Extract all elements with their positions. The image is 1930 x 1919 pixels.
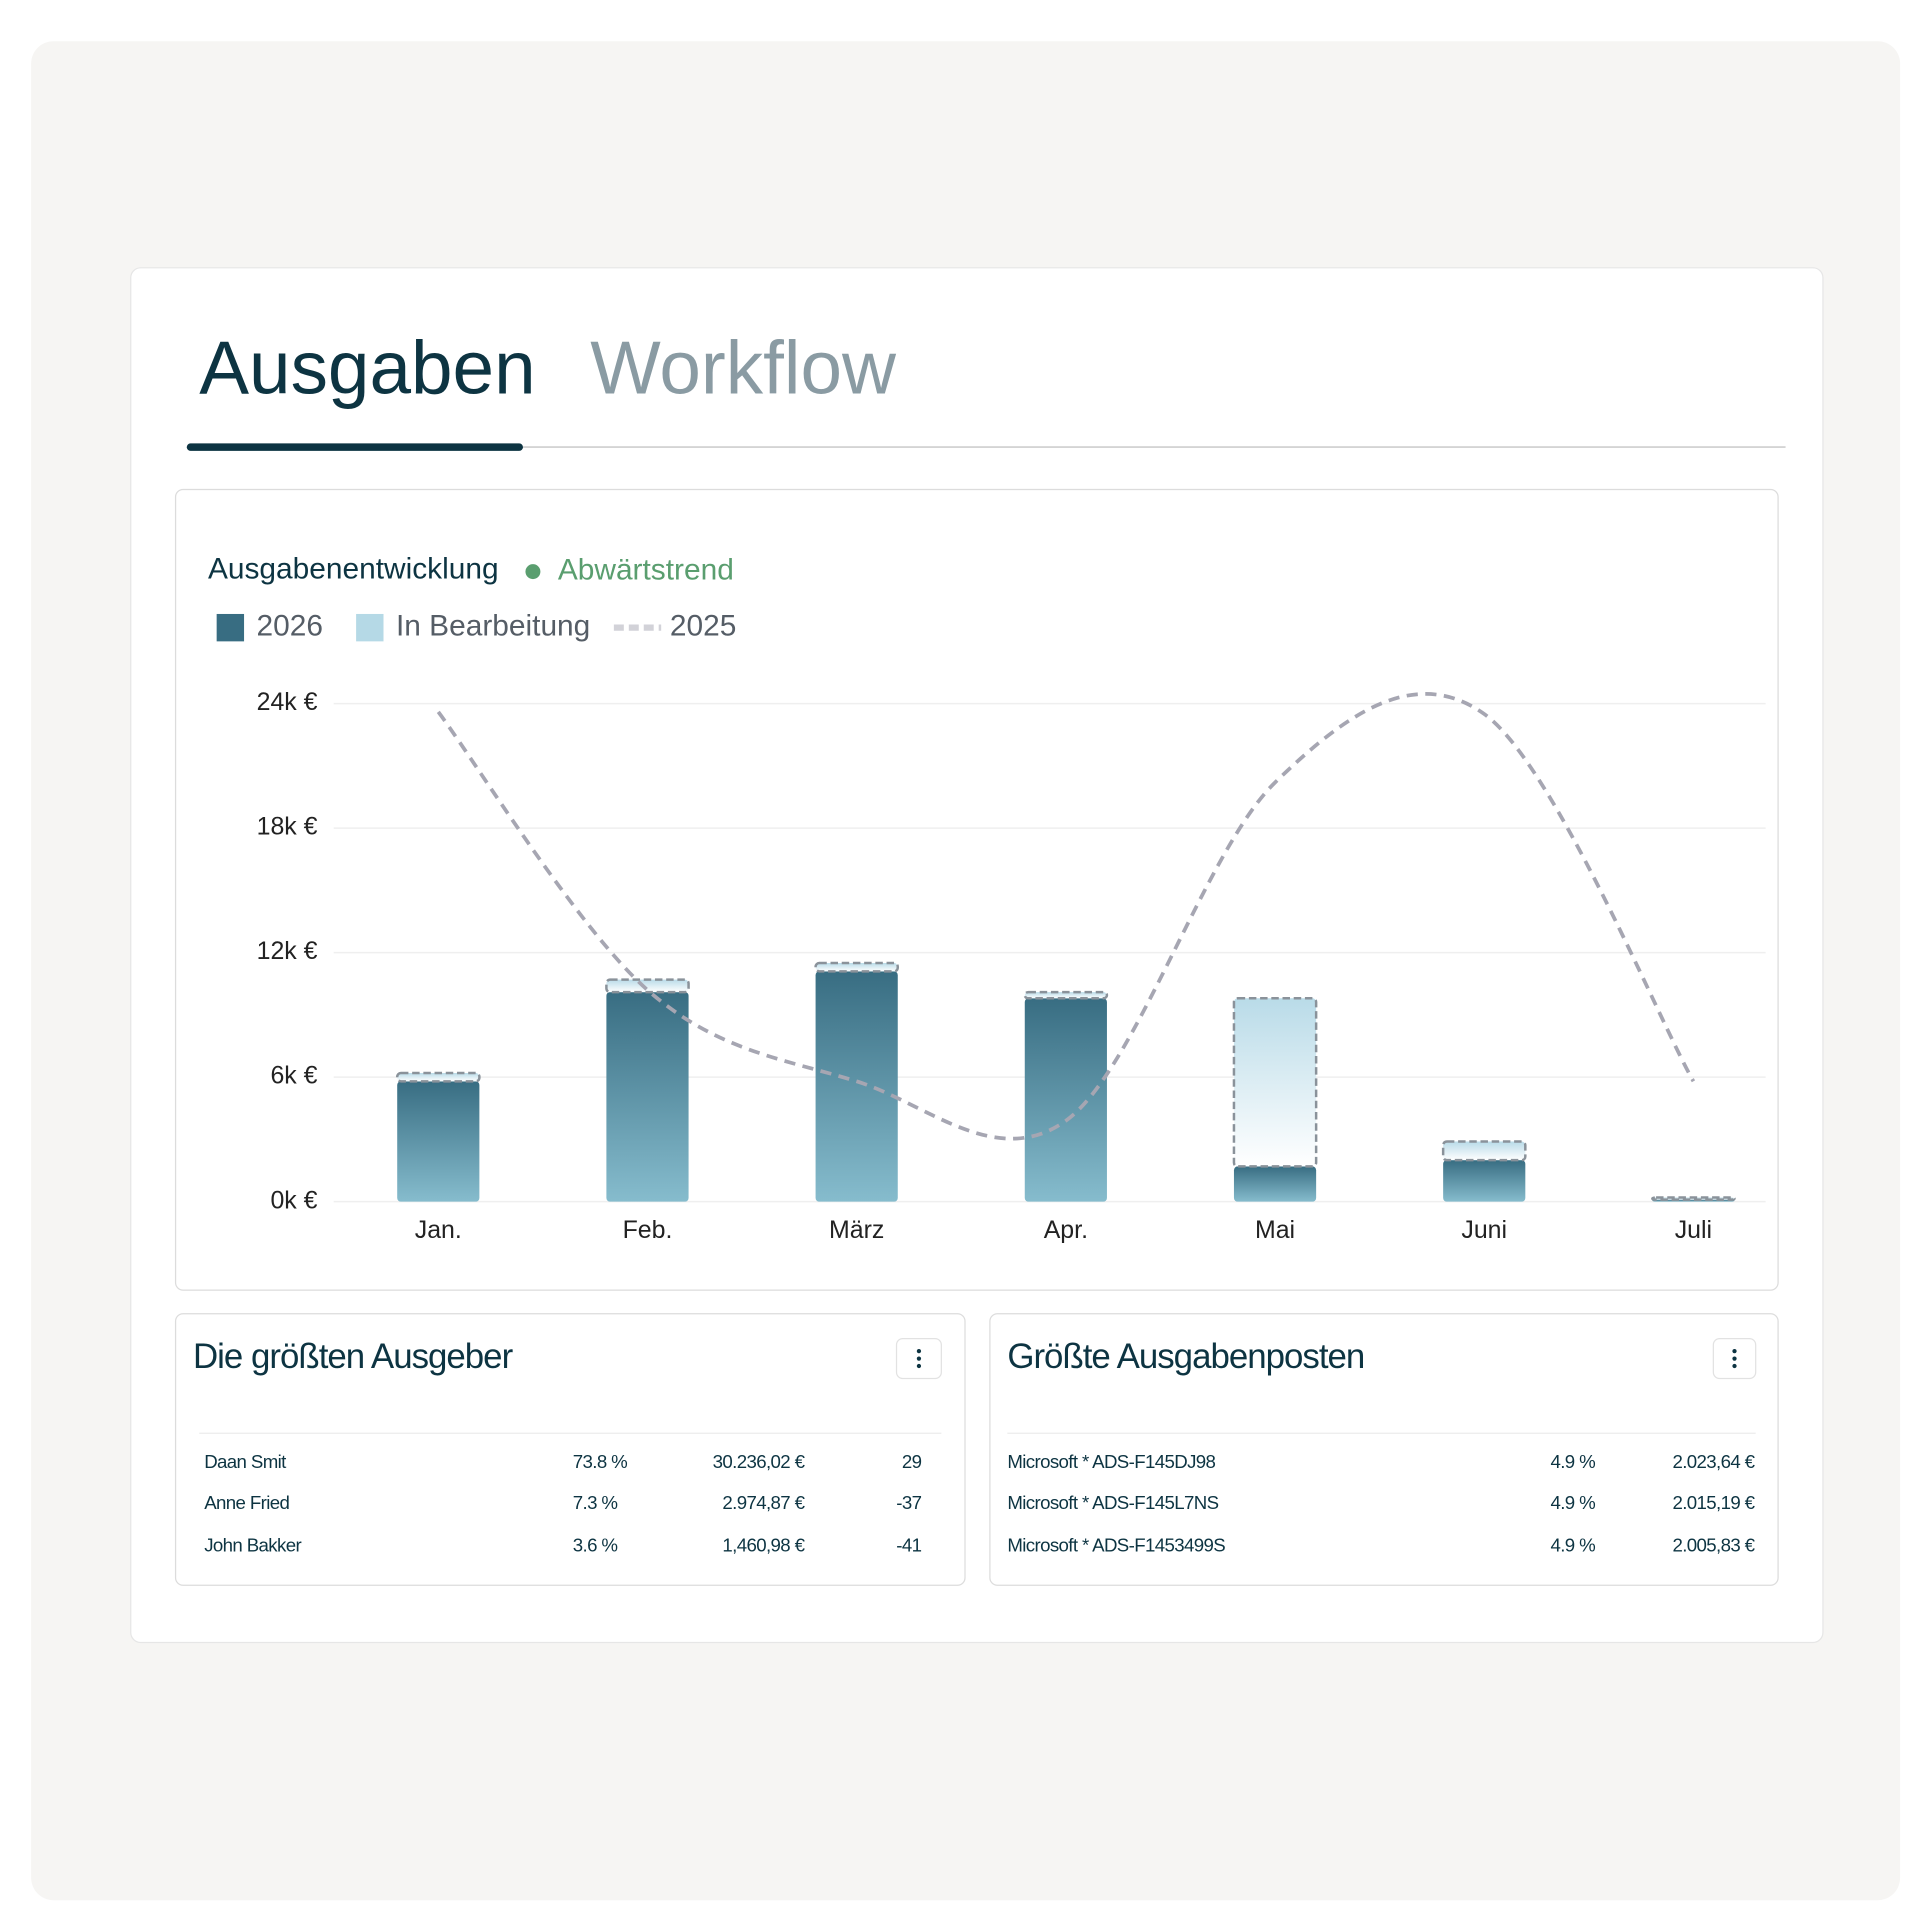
chart-panel — [174, 488, 1779, 1291]
cell: -41 — [896, 1535, 921, 1556]
panel — [989, 1313, 1779, 1586]
bar — [606, 992, 689, 1202]
bar — [1233, 1166, 1317, 1202]
cell: Daan Smit — [204, 1451, 287, 1472]
legend-label: In Bearbeitung — [396, 610, 590, 643]
cell: 30.236,02 € — [713, 1451, 806, 1472]
line-2025 — [436, 692, 1696, 1141]
cell: Microsoft * ADS-F145DJ98 — [1007, 1451, 1215, 1472]
cell: 1,460,98 € — [722, 1535, 805, 1556]
y-tick-label: 6k € — [270, 1062, 317, 1090]
bar-pending — [1023, 990, 1109, 1000]
cell: 4.9 % — [1550, 1535, 1595, 1556]
panel — [174, 1313, 966, 1586]
x-tick-label: Apr. — [1044, 1216, 1088, 1244]
cell: 4.9 % — [1550, 1492, 1595, 1513]
cell: Microsoft * ADS-F1453499S — [1007, 1535, 1225, 1556]
bar-pending — [1441, 1140, 1527, 1162]
cell: 2.015,19 € — [1672, 1492, 1755, 1513]
x-tick-label: März — [829, 1216, 884, 1244]
x-tick-label: Mai — [1255, 1216, 1295, 1244]
x-tick-label: Feb. — [623, 1216, 673, 1244]
bar — [1443, 1160, 1526, 1202]
x-tick-label: Juli — [1675, 1216, 1712, 1244]
bar-pending — [605, 978, 690, 994]
bar-pending — [814, 961, 900, 973]
bar — [1024, 998, 1107, 1202]
bar-pending — [1651, 1196, 1736, 1201]
tab-active[interactable]: Ausgaben — [199, 325, 535, 409]
trend-label: Abwärtstrend — [558, 554, 734, 587]
bar — [815, 971, 898, 1202]
legend-label: 2025 — [670, 610, 736, 643]
cell: Anne Fried — [204, 1492, 289, 1513]
panel-title: Größte Ausgabenposten — [1007, 1337, 1364, 1376]
cell: 3.6 % — [573, 1535, 618, 1556]
y-tick-label: 24k € — [257, 688, 318, 716]
cell: John Bakker — [204, 1535, 301, 1556]
cell: 29 — [902, 1451, 922, 1472]
legend-swatch — [216, 613, 245, 642]
x-tick-label: Jan. — [415, 1216, 462, 1244]
panel-title: Die größten Ausgeber — [193, 1337, 514, 1376]
menu-button[interactable] — [1712, 1338, 1757, 1380]
cell: 2.023,64 € — [1672, 1451, 1755, 1472]
y-tick-label: 18k € — [257, 813, 318, 841]
cell: Microsoft * ADS-F145L7NS — [1007, 1492, 1218, 1513]
cell: 7.3 % — [573, 1492, 618, 1513]
legend-label: 2026 — [257, 610, 323, 643]
legend-swatch — [356, 613, 384, 642]
x-tick-label: Juni — [1461, 1216, 1507, 1244]
trend-dot — [525, 564, 541, 580]
y-tick-label: 12k € — [257, 937, 318, 965]
tab[interactable]: Workflow — [590, 325, 897, 409]
cell: 4.9 % — [1550, 1451, 1595, 1472]
chart-title: Ausgabenentwicklung — [208, 552, 499, 585]
cell: 73.8 % — [573, 1451, 627, 1472]
cell: 2.974,87 € — [722, 1492, 805, 1513]
cell: -37 — [896, 1492, 921, 1513]
bar — [397, 1081, 480, 1202]
cell: 2.005,83 € — [1672, 1535, 1755, 1556]
menu-button[interactable] — [895, 1338, 942, 1380]
bar-pending — [1232, 997, 1318, 1168]
bar-pending — [395, 1071, 481, 1083]
tab-indicator — [186, 443, 523, 451]
y-tick-label: 0k € — [270, 1186, 317, 1214]
